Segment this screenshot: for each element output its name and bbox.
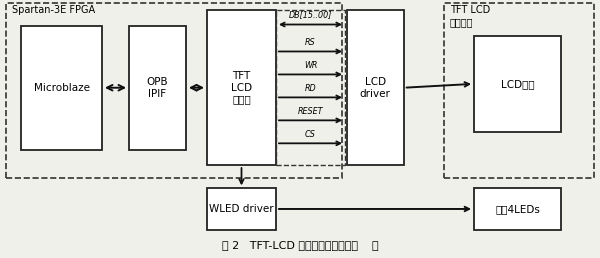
Text: WLED driver: WLED driver [209,204,274,214]
Text: WR: WR [304,61,317,70]
FancyBboxPatch shape [207,188,276,230]
FancyBboxPatch shape [207,10,276,165]
Text: CS: CS [305,130,316,139]
Text: TFT LCD
显示模块: TFT LCD 显示模块 [450,5,490,27]
Text: Microblaze: Microblaze [34,83,89,93]
FancyBboxPatch shape [21,26,102,150]
FancyBboxPatch shape [474,36,561,132]
Text: DB[15..00]: DB[15..00] [289,10,332,19]
FancyBboxPatch shape [129,26,186,150]
FancyBboxPatch shape [347,10,404,165]
Text: 背兴4LEDs: 背兴4LEDs [495,204,540,214]
Text: RESET: RESET [298,107,323,116]
Text: Spartan-3E FPGA: Spartan-3E FPGA [12,5,95,15]
Text: LCD
driver: LCD driver [360,77,391,99]
Text: RS: RS [305,38,316,47]
FancyBboxPatch shape [474,188,561,230]
Text: TFT
LCD
控制器: TFT LCD 控制器 [231,71,252,104]
Text: RD: RD [305,84,316,93]
Text: LCD面板: LCD面板 [500,79,535,89]
Text: OPB
IPIF: OPB IPIF [146,77,169,99]
Text: 图 2   TFT-LCD 显示系统的硬件模块    图: 图 2 TFT-LCD 显示系统的硬件模块 图 [221,240,379,250]
